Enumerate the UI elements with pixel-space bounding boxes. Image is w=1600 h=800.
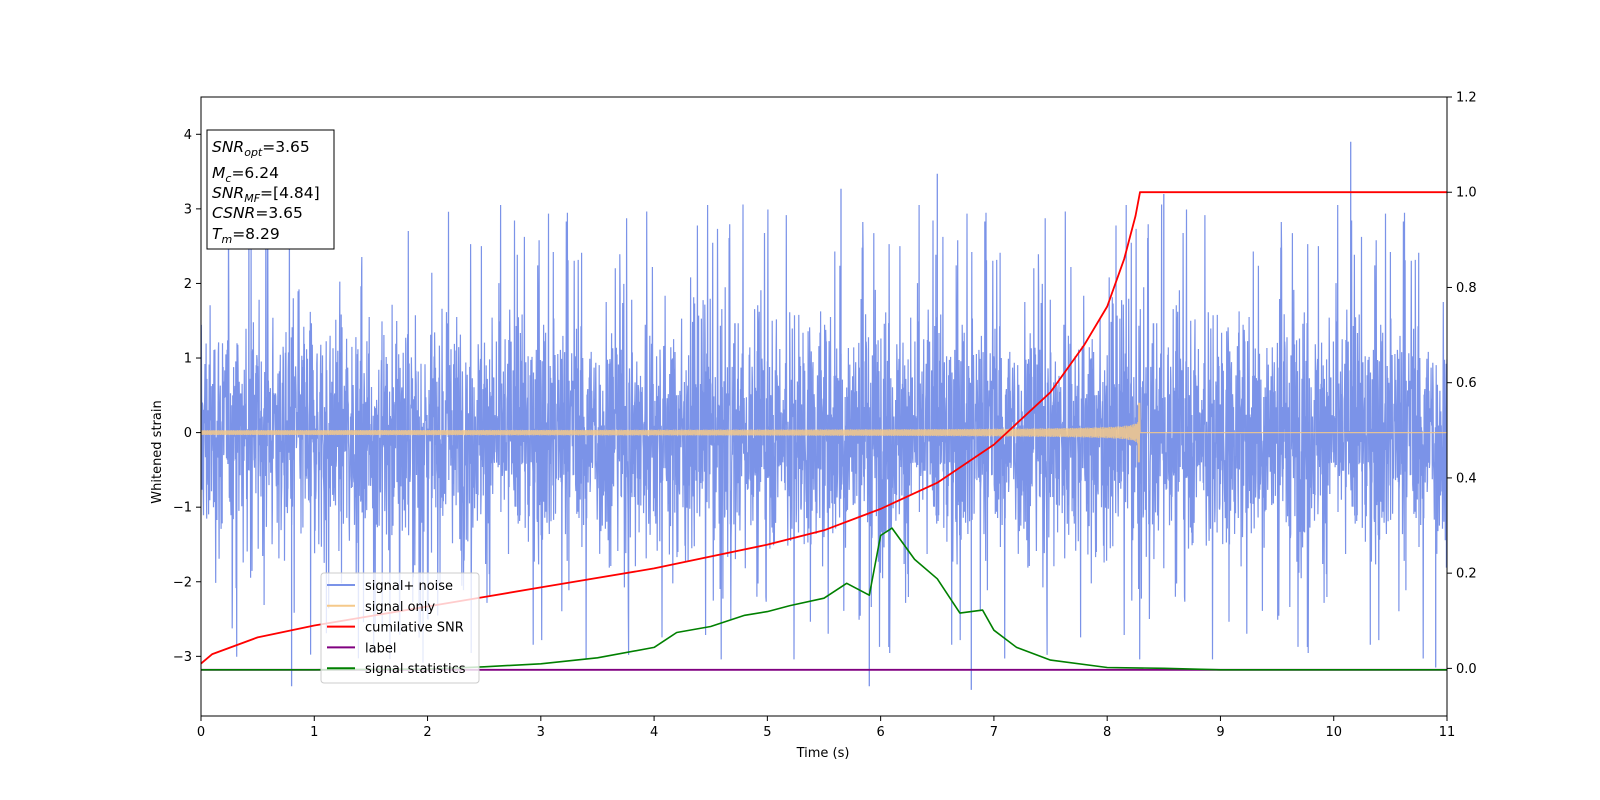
info-line: CSNR=3.65 [212, 204, 303, 222]
info-line-value: =3.65 [262, 138, 310, 156]
info-line-symbol: SNR [212, 184, 244, 202]
y2-tick-label: 0.6 [1456, 376, 1477, 391]
info-line: SNRopt=3.65 [212, 138, 310, 159]
x-axis-label: Time (s) [796, 746, 850, 761]
info-line-value: =6.24 [231, 164, 279, 182]
y2-tick-label: 0.8 [1456, 281, 1477, 296]
y2-tick-label: 0.0 [1456, 662, 1477, 677]
x-tick-label: 10 [1325, 725, 1342, 740]
x-tick-label: 9 [1216, 725, 1224, 740]
x-tick-label: 0 [197, 725, 205, 740]
plot-area [201, 141, 1447, 690]
x-tick-label: 3 [537, 725, 545, 740]
y2-tick-label: 0.2 [1456, 567, 1477, 582]
info-line-value: =[4.84] [260, 184, 320, 202]
info-line: Mc=6.24 [212, 164, 279, 185]
info-line-value: =3.65 [255, 204, 303, 222]
y-tick-label: 1 [184, 352, 192, 367]
y-tick-label: −1 [173, 501, 192, 516]
y-axis-label: Whitened strain [150, 400, 165, 503]
x-tick-label: 11 [1439, 725, 1456, 740]
y-tick-label: 2 [184, 277, 192, 292]
info-line-symbol: CSNR [212, 204, 255, 222]
plot-series-group [201, 141, 1447, 690]
info-line-symbol: SNR [212, 138, 244, 156]
axes-frame [200, 96, 1448, 717]
x-tick-label: 4 [650, 725, 658, 740]
x-tick-label: 7 [990, 725, 998, 740]
y2-tick-label: 1.2 [1456, 91, 1477, 106]
y-tick-label: 4 [184, 128, 192, 143]
info-line-subscript: MF [244, 192, 260, 205]
info-line-symbol: T [212, 225, 223, 243]
legend-entry-label: signal only [365, 600, 435, 615]
series-signal-noise-line [201, 203, 1447, 663]
y-tick-label: −2 [173, 575, 192, 590]
x-tick-label: 2 [423, 725, 431, 740]
info-box: SNRopt=3.65Mc=6.24SNRMF=[4.84]CSNR=3.65T… [206, 129, 335, 250]
legend: signal+ noise signal only cumilative SNR la… [320, 572, 480, 684]
info-line-subscript: opt [244, 146, 263, 159]
legend-entry-label: label [365, 641, 396, 656]
legend-entry-label: signal+ noise [365, 579, 453, 594]
x-tick-label: 8 [1103, 725, 1111, 740]
y2-tick-label: 0.4 [1456, 471, 1477, 486]
y-tick-label: −3 [173, 650, 192, 665]
series-signal-only-line [201, 402, 1447, 463]
axes: 0 1 2 3 4 5 6 7 8 9 10 11 −3 −2 −1 0 1 2 3 4 0.0 0.2 0.4 0.6 0.8… [173, 91, 1477, 741]
series-signal-statistics-line [201, 527, 1447, 671]
y2-tick-label: 1.0 [1456, 186, 1477, 201]
series-signal-noise-spikes [290, 141, 1437, 690]
y-tick-label: 3 [184, 202, 192, 217]
info-line: SNRMF=[4.84] [212, 184, 320, 205]
legend-entry-label: cumilative SNR [365, 621, 464, 636]
info-line-symbol: M [212, 164, 225, 182]
info-line: Tm=8.29 [212, 225, 280, 246]
info-box-frame [206, 129, 335, 250]
info-line-value: =8.29 [232, 225, 280, 243]
x-tick-label: 1 [310, 725, 318, 740]
y-tick-label: 0 [184, 426, 192, 441]
info-line-subscript: c [225, 172, 231, 185]
info-line-subscript: m [221, 233, 232, 246]
x-tick-label: 6 [876, 725, 884, 740]
legend-box [320, 572, 480, 684]
legend-entry-label: signal statistics [365, 662, 466, 677]
x-tick-label: 5 [763, 725, 771, 740]
